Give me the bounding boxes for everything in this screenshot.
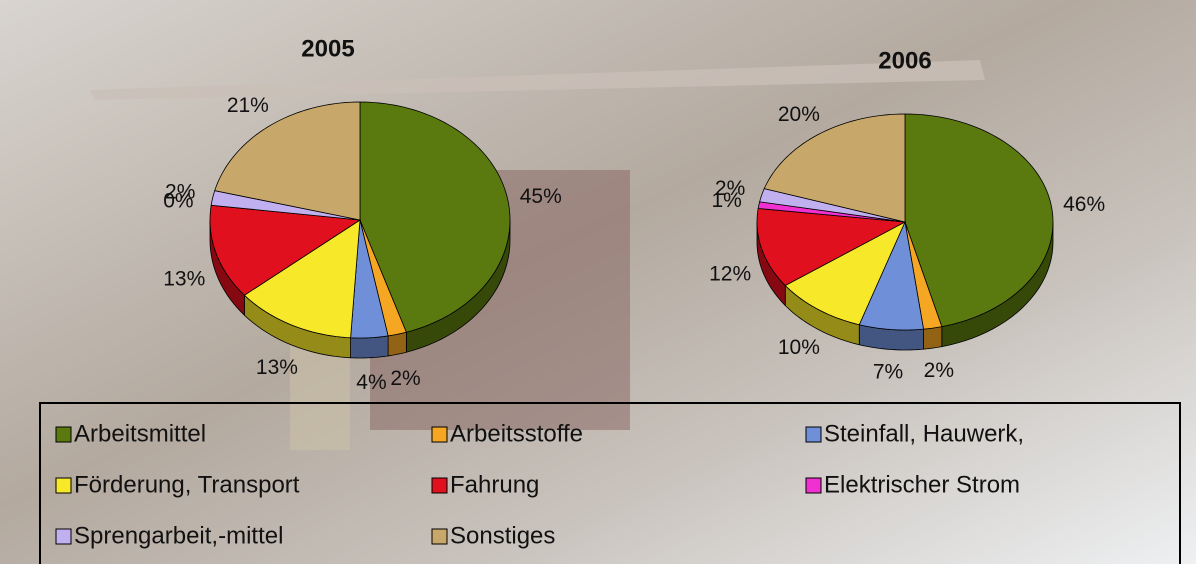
pie-slice — [359, 101, 511, 333]
slice-side-shade — [785, 285, 860, 345]
data-label: 2% — [165, 181, 195, 204]
roof-beam — [90, 60, 985, 100]
slice-side-shade — [350, 335, 389, 358]
pie-slice — [214, 101, 361, 221]
legend-swatch — [55, 477, 72, 494]
data-label: 13% — [163, 268, 205, 291]
legend-label: Arbeitsstoffe — [450, 420, 583, 447]
slice-side-shade — [941, 222, 1053, 347]
legend-swatch — [55, 528, 72, 545]
slice-side-shade — [923, 326, 942, 350]
legend-label: Sprengarbeit,-mittel — [74, 522, 283, 549]
legend-swatch — [431, 426, 448, 443]
legend-swatch — [805, 477, 822, 494]
legend-swatch — [55, 426, 72, 443]
pie-slice — [756, 208, 907, 286]
data-label: 4% — [356, 371, 386, 394]
data-label: 2% — [924, 359, 954, 382]
legend-label: Fahrung — [450, 471, 539, 498]
data-label: 0% — [163, 190, 193, 213]
chart-title: 2005 — [301, 35, 354, 62]
slice-side-shade — [859, 324, 924, 350]
legend-swatch — [431, 477, 448, 494]
pie-slice — [784, 221, 906, 326]
pie-slice — [209, 204, 362, 296]
pie-slice — [904, 113, 1054, 328]
data-label: 7% — [873, 361, 903, 384]
data-label: 46% — [1063, 193, 1105, 216]
data-label: 21% — [227, 94, 269, 117]
legend: Arbeitsmittel Arbeitsstoffe Steinfall, Hau… — [55, 420, 1024, 549]
legend-box — [39, 402, 1181, 569]
data-label: 45% — [520, 185, 562, 208]
legend-label: Arbeitsmittel — [74, 420, 206, 447]
slice-side-shade — [388, 332, 407, 356]
pie-slice — [858, 220, 925, 331]
slice-side-shade — [210, 220, 245, 316]
pie-slice — [350, 219, 389, 339]
data-label: 2% — [390, 367, 420, 390]
data-label: 1% — [711, 189, 741, 212]
chart-title: 2006 — [878, 47, 931, 74]
legend-label: Förderung, Transport — [74, 471, 300, 498]
legend-label: Sonstiges — [450, 522, 555, 549]
data-label: 2% — [715, 177, 745, 200]
pie-slice — [763, 113, 906, 223]
slice-side-shade — [757, 222, 786, 306]
slice-side-shade — [244, 295, 351, 358]
data-label: 12% — [709, 262, 751, 285]
data-label: 20% — [778, 103, 820, 126]
legend-label: Steinfall, Hauwerk, — [824, 420, 1024, 447]
data-label: 10% — [778, 336, 820, 359]
pie-slice — [243, 219, 361, 339]
legend-label: Elektrischer Strom — [824, 471, 1020, 498]
slice-side-shade — [406, 220, 510, 353]
legend-swatch — [805, 426, 822, 443]
data-label: 13% — [256, 356, 298, 379]
legend-swatch — [431, 528, 448, 545]
